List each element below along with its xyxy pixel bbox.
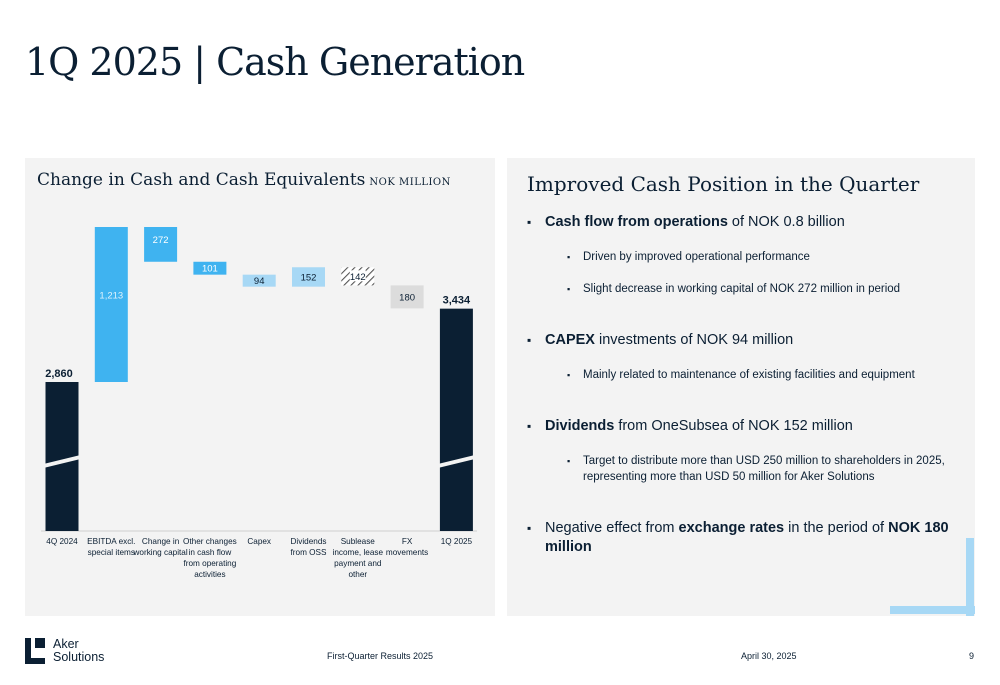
- category-label-3-2: from operating: [184, 559, 237, 568]
- category-label-2-1: working capital: [133, 548, 188, 557]
- category-label-0-0: 4Q 2024: [46, 537, 78, 546]
- page-title: 1Q 2025 | Cash Generation: [25, 40, 525, 84]
- bar-3: [193, 261, 227, 275]
- bullet-exchange-rates: Negative effect from exchange rates in t…: [527, 519, 965, 557]
- data-label-4: 94: [254, 276, 265, 287]
- data-label-7: 180: [399, 292, 415, 303]
- data-label-5: 152: [301, 272, 317, 283]
- data-label-0: 2,860: [45, 368, 73, 380]
- category-label-6-2: payment and: [334, 559, 382, 568]
- logo-text: Aker Solutions: [53, 637, 105, 664]
- category-label-2-0: Change in: [142, 537, 180, 546]
- bar-2: [144, 227, 178, 262]
- sub-bullet-distribution-target: Target to distribute more than USD 250 m…: [567, 453, 953, 485]
- category-label-3-0: Other changes: [183, 537, 237, 546]
- category-label-3-1: in cash flow: [189, 548, 232, 557]
- waterfall-chart: 2,860 4Q 2024 1,213 EBITDA excl. special ite…: [41, 227, 477, 579]
- bar-8: [439, 308, 473, 531]
- data-label-1: 1,213: [99, 290, 123, 301]
- category-label-6-3: other: [348, 570, 367, 579]
- data-label-3: 101: [202, 264, 218, 275]
- data-label-bg-6: [349, 270, 366, 282]
- corner-accent-vertical: [966, 538, 974, 616]
- data-label-6: 142: [350, 272, 366, 283]
- sub-bullet-operational-performance: Driven by improved operational performan…: [567, 249, 953, 265]
- bullet-dividends: Dividends from OneSubsea of NOK 152 mill…: [527, 417, 853, 436]
- commentary-title: Improved Cash Position in the Quarter: [527, 172, 920, 196]
- logo-mark-icon: [25, 638, 45, 664]
- page-number: 9: [969, 651, 975, 661]
- chart-unit: NOK MILLION: [369, 177, 451, 188]
- bar-4: [242, 274, 276, 287]
- category-label-1-0: EBITDA excl.: [87, 537, 135, 546]
- chart-title-text: Change in Cash and Cash Equivalents: [37, 170, 366, 190]
- category-label-6-1: income, lease: [333, 548, 384, 557]
- commentary-panel: Improved Cash Position in the Quarter Ca…: [507, 158, 975, 616]
- axis-break-0: [43, 455, 81, 468]
- bullet-operations: Cash flow from operations of NOK 0.8 bil…: [527, 213, 845, 232]
- corner-accent-horizontal: [890, 606, 975, 614]
- category-label-7-0: FX: [402, 537, 413, 546]
- footer-presentation-title: First-Quarter Results 2025: [327, 651, 434, 661]
- chart-title: Change in Cash and Cash Equivalents NOK M…: [37, 170, 451, 190]
- category-label-8-0: 1Q 2025: [441, 537, 473, 546]
- chart-panel: Change in Cash and Cash Equivalents NOK M…: [25, 158, 495, 616]
- data-label-2: 272: [153, 235, 169, 246]
- category-label-5-0: Dividends: [291, 537, 327, 546]
- bullet-capex: CAPEX investments of NOK 94 million: [527, 331, 793, 350]
- sub-bullet-maintenance: Mainly related to maintenance of existin…: [567, 367, 953, 383]
- category-label-5-1: from OSS: [291, 548, 327, 557]
- axis-break-8: [437, 455, 475, 468]
- sub-bullet-working-capital: Slight decrease in working capital of NO…: [567, 281, 953, 297]
- category-label-1-1: special items: [88, 548, 135, 557]
- category-label-7-1: movements: [386, 548, 428, 557]
- bar-7: [390, 285, 424, 309]
- category-label-3-3: activities: [194, 570, 225, 579]
- bar-1: [94, 227, 128, 382]
- data-label-8: 3,434: [443, 295, 471, 307]
- bar-5: [292, 267, 325, 287]
- footer-date: April 30, 2025: [741, 651, 797, 661]
- bar-0: [45, 382, 79, 531]
- category-label-4-0: Capex: [247, 537, 271, 546]
- category-label-6-0: Sublease: [341, 537, 376, 546]
